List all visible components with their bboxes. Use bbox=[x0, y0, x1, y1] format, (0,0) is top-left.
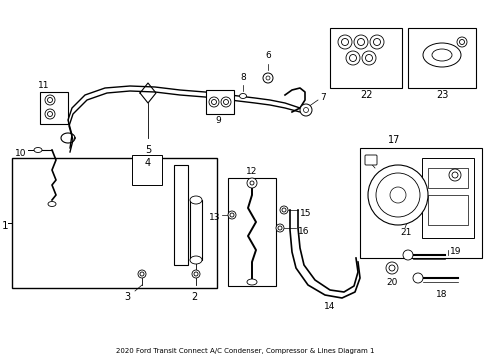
Text: 20: 20 bbox=[386, 278, 398, 287]
Circle shape bbox=[346, 51, 360, 65]
Circle shape bbox=[403, 250, 413, 260]
Text: 16: 16 bbox=[298, 226, 310, 235]
Text: 2020 Ford Transit Connect A/C Condenser, Compressor & Lines Diagram 1: 2020 Ford Transit Connect A/C Condenser,… bbox=[116, 348, 374, 354]
Circle shape bbox=[390, 187, 406, 203]
Circle shape bbox=[370, 35, 384, 49]
Circle shape bbox=[342, 39, 348, 45]
Circle shape bbox=[376, 173, 420, 217]
Ellipse shape bbox=[240, 94, 246, 99]
Circle shape bbox=[278, 226, 282, 230]
Circle shape bbox=[212, 99, 217, 104]
Ellipse shape bbox=[423, 43, 461, 67]
Circle shape bbox=[228, 211, 236, 219]
Text: 5: 5 bbox=[145, 145, 151, 155]
Circle shape bbox=[48, 112, 52, 117]
Circle shape bbox=[250, 181, 254, 185]
Circle shape bbox=[221, 97, 231, 107]
Bar bbox=[206, 90, 234, 114]
Ellipse shape bbox=[48, 202, 56, 207]
Bar bbox=[190, 200, 202, 260]
Circle shape bbox=[282, 208, 286, 212]
Circle shape bbox=[460, 40, 465, 45]
Circle shape bbox=[48, 98, 52, 103]
Bar bbox=[428, 195, 468, 225]
Bar bbox=[40, 92, 68, 124]
Text: 9: 9 bbox=[215, 116, 221, 125]
Circle shape bbox=[373, 39, 381, 45]
Circle shape bbox=[223, 99, 228, 104]
Circle shape bbox=[449, 169, 461, 181]
Circle shape bbox=[303, 108, 309, 112]
Text: 21: 21 bbox=[400, 228, 412, 237]
Circle shape bbox=[362, 51, 376, 65]
Text: 17: 17 bbox=[388, 135, 400, 145]
Text: 3: 3 bbox=[124, 292, 130, 302]
Circle shape bbox=[358, 39, 365, 45]
Text: 4: 4 bbox=[145, 158, 151, 168]
Circle shape bbox=[45, 109, 55, 119]
Ellipse shape bbox=[247, 279, 257, 285]
FancyBboxPatch shape bbox=[365, 155, 377, 165]
Circle shape bbox=[192, 270, 200, 278]
Text: 8: 8 bbox=[240, 73, 246, 82]
Circle shape bbox=[194, 272, 198, 276]
Circle shape bbox=[452, 172, 458, 178]
Ellipse shape bbox=[190, 196, 202, 204]
Circle shape bbox=[366, 54, 372, 62]
Text: 6: 6 bbox=[265, 51, 271, 60]
Circle shape bbox=[338, 35, 352, 49]
Text: 18: 18 bbox=[436, 290, 448, 299]
Circle shape bbox=[300, 104, 312, 116]
Bar bbox=[174, 165, 188, 265]
Bar bbox=[422, 158, 474, 238]
Text: 7: 7 bbox=[320, 94, 326, 103]
Circle shape bbox=[209, 97, 219, 107]
Bar bbox=[428, 168, 468, 188]
Text: 10: 10 bbox=[15, 148, 26, 158]
Bar bbox=[12, 158, 217, 288]
Circle shape bbox=[247, 178, 257, 188]
Circle shape bbox=[386, 262, 398, 274]
Text: 1: 1 bbox=[2, 221, 9, 231]
Bar bbox=[408, 28, 476, 88]
Circle shape bbox=[389, 265, 395, 271]
Text: 11: 11 bbox=[38, 81, 49, 90]
Circle shape bbox=[349, 54, 357, 62]
Circle shape bbox=[280, 206, 288, 214]
Ellipse shape bbox=[34, 148, 42, 153]
Text: 12: 12 bbox=[246, 167, 258, 176]
Circle shape bbox=[138, 270, 146, 278]
Circle shape bbox=[368, 165, 428, 225]
Bar bbox=[132, 155, 162, 185]
Circle shape bbox=[266, 76, 270, 80]
Text: 19: 19 bbox=[450, 248, 462, 256]
Circle shape bbox=[457, 37, 467, 47]
Text: 2: 2 bbox=[191, 292, 197, 302]
Circle shape bbox=[354, 35, 368, 49]
Bar bbox=[330, 28, 402, 88]
Circle shape bbox=[230, 213, 234, 217]
Circle shape bbox=[276, 224, 284, 232]
Text: 23: 23 bbox=[436, 90, 448, 100]
Text: 14: 14 bbox=[324, 302, 336, 311]
Circle shape bbox=[413, 273, 423, 283]
Text: 13: 13 bbox=[209, 213, 220, 222]
Bar bbox=[228, 178, 276, 286]
Text: 15: 15 bbox=[300, 208, 312, 217]
Bar bbox=[360, 148, 482, 258]
Ellipse shape bbox=[432, 49, 452, 61]
Circle shape bbox=[45, 95, 55, 105]
Circle shape bbox=[263, 73, 273, 83]
Circle shape bbox=[140, 272, 144, 276]
Text: 22: 22 bbox=[360, 90, 372, 100]
Ellipse shape bbox=[190, 256, 202, 264]
